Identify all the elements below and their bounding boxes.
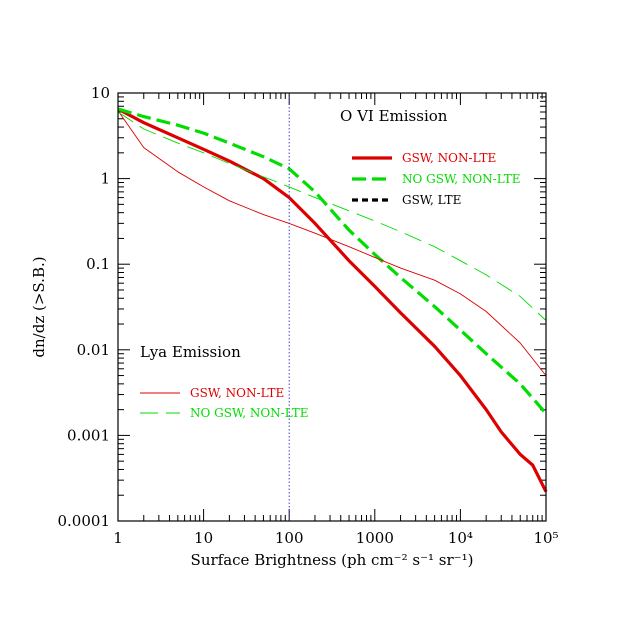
y-tick-label: 1 [100,170,110,188]
tick-labels: 1 10 100 1000 10⁴ 10⁵ 0.0001 0.001 0.01 0.1 1 10 [58,84,559,547]
y-tick-label: 0.1 [86,255,110,273]
legend-lya-nogsw-nonlte-label: NO GSW, NON-LTE [190,406,308,420]
series-line-ovi-gsw-nonlte [117,107,548,493]
x-tick-label: 10 [194,529,213,547]
legend-ovi-gsw-nonlte-label: GSW, NON-LTE [402,151,496,165]
x-tick-label: 10⁵ [533,529,558,547]
legend-ovi-nogsw-nonlte-label: NO GSW, NON-LTE [402,172,520,186]
x-tick-label: 10⁴ [448,529,473,547]
x-tick-label: 1000 [356,529,394,547]
legend-lya-gsw-nonlte-label: GSW, NON-LTE [190,386,284,400]
y-axis-label: dn/dz (>S.B.) [30,256,48,357]
legend-ovi-gsw-lte-label: GSW, LTE [402,193,461,207]
lya-emission-title: Lya Emission [140,343,241,361]
series-line-lya-nogsw-nonlte [117,111,547,321]
legend-ovi: GSW, NON-LTE NO GSW, NON-LTE GSW, LTE [352,151,520,207]
series-line-ovi-nogsw-nonlte [117,107,548,415]
x-axis-label: Surface Brightness (ph cm⁻² s⁻¹ sr⁻¹) [191,551,474,569]
plot-frame [117,92,547,522]
y-tick-label: 0.0001 [58,512,111,530]
series-layer [117,107,548,493]
y-tick-label: 0.01 [77,341,110,359]
series-line-lya-gsw-nonlte [117,110,547,376]
legend-lya: GSW, NON-LTE NO GSW, NON-LTE [140,386,308,420]
y-tick-label: 0.001 [67,426,110,444]
y-tick-label: 10 [91,84,110,102]
x-tick-label: 1 [113,529,123,547]
x-tick-label: 100 [275,529,304,547]
ovi-emission-title: O VI Emission [340,107,448,125]
axis-ticks [117,93,546,522]
